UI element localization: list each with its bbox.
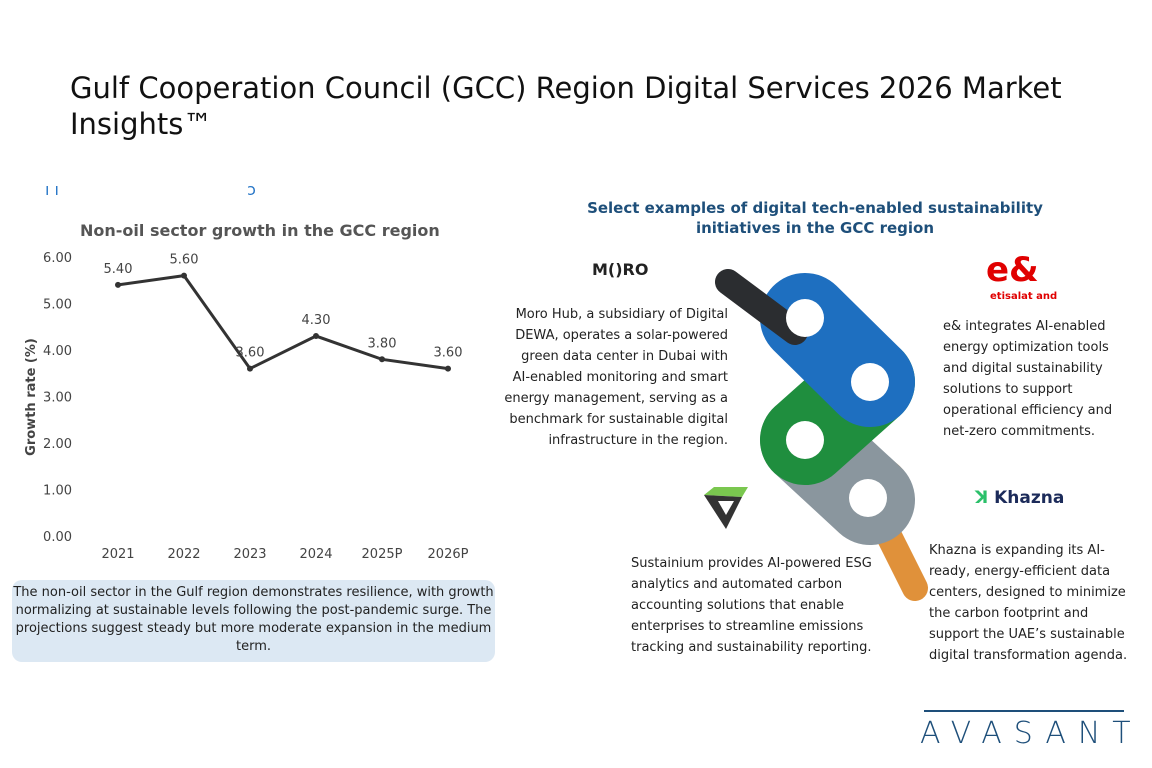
moro-text: Moro Hub, a subsidiary of Digital DEWA, … xyxy=(504,307,728,448)
data-point xyxy=(115,281,121,288)
y-tick-label: 1.00 xyxy=(43,484,72,499)
y-tick-label: 0.00 xyxy=(43,530,72,545)
eand-text: e& integrates AI-enabled energy optimiza… xyxy=(943,319,1113,439)
data-label: 5.60 xyxy=(170,253,199,268)
y-tick-label: 2.00 xyxy=(43,437,72,452)
x-tick-label: 2023 xyxy=(233,547,266,562)
gray-link xyxy=(760,395,915,545)
moro-logo: M()RO xyxy=(592,260,649,279)
eand-logo: e& xyxy=(986,250,1039,290)
cut-off-heading: ı ı ɔ xyxy=(45,182,256,198)
khazna-logo-text: Khazna xyxy=(994,488,1065,508)
data-point xyxy=(379,356,385,363)
khazna-mark-icon: ꓘ xyxy=(975,488,995,508)
series-line xyxy=(117,273,449,371)
x-tick-label: 2026P xyxy=(428,547,469,562)
y-tick-label: 6.00 xyxy=(43,251,72,266)
khazna-text: Khazna is expanding its AI-ready, energy… xyxy=(929,543,1128,662)
x-tick-label: 2024 xyxy=(299,547,332,562)
data-point xyxy=(445,365,451,372)
blue-link xyxy=(760,273,915,427)
orange-ring xyxy=(823,453,913,543)
y-tick-label: 3.00 xyxy=(43,391,72,406)
line-chart: 0.00 1.00 2.00 3.00 4.00 5.00 6.00 2021 2022 2023… xyxy=(24,251,469,562)
black-link xyxy=(715,269,808,345)
khazna-logo: ꓘ Khazna xyxy=(975,488,1064,508)
data-point xyxy=(247,365,253,372)
data-label: 5.40 xyxy=(104,262,133,277)
x-tick-label: 2022 xyxy=(167,547,200,562)
data-label: 3.60 xyxy=(236,346,265,361)
data-point xyxy=(181,272,187,279)
logo-rule xyxy=(924,710,1124,712)
sustainium-text: Sustainium provides AI-powered ESG analy… xyxy=(631,556,872,655)
green-link xyxy=(760,337,915,485)
chart-note: The non-oil sector in the Gulf region de… xyxy=(12,580,495,662)
examples-heading: Select examples of digital tech-enabled … xyxy=(587,199,1043,237)
data-label: 3.60 xyxy=(434,346,463,361)
data-point xyxy=(313,333,319,340)
data-label: 4.30 xyxy=(302,313,331,328)
chart-title: Non-oil sector growth in the GCC region xyxy=(80,221,440,240)
avasant-logo: AVASANT xyxy=(920,716,1143,751)
y-tick-label: 5.00 xyxy=(43,298,72,313)
eand-logo-subtitle: etisalat and xyxy=(990,291,1058,302)
sustainium-logo-icon xyxy=(704,487,748,529)
y-tick-label: 4.00 xyxy=(43,344,72,359)
x-tick-label: 2021 xyxy=(101,547,134,562)
slide-title: Gulf Cooperation Council (GCC) Region Di… xyxy=(70,71,1062,141)
x-tick-label: 2025P xyxy=(362,547,403,562)
y-axis-label: Growth rate (%) xyxy=(24,338,39,456)
data-label: 3.80 xyxy=(368,336,397,351)
